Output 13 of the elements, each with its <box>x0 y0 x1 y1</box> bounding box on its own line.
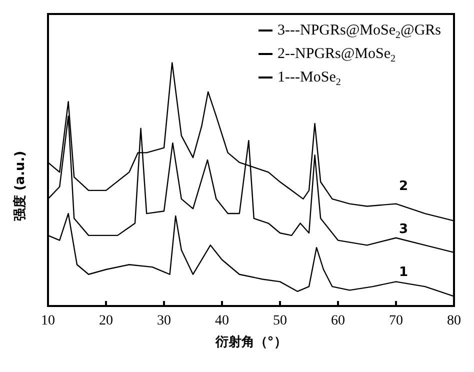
x-axis-title: 衍射角（°） <box>214 335 287 350</box>
x-tick-label: 10 <box>41 314 55 328</box>
x-tick-label: 30 <box>157 314 171 328</box>
annotation: 1 <box>398 265 408 280</box>
annotation: 3 <box>398 222 408 237</box>
x-tick-label: 50 <box>273 314 287 328</box>
y-axis-title: 强度 (a.u.) <box>12 150 28 222</box>
x-tick-label: 70 <box>389 314 403 328</box>
x-tick-label: 60 <box>331 314 345 328</box>
annotation: 2 <box>398 179 408 194</box>
x-tick-label: 80 <box>447 314 461 328</box>
x-tick-label: 40 <box>215 314 229 328</box>
x-tick-label: 20 <box>99 314 113 328</box>
